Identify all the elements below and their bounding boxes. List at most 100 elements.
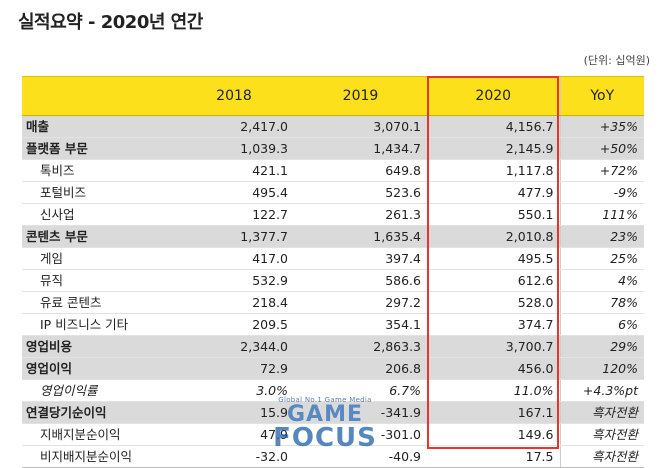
value-yoy: 25% <box>559 247 644 270</box>
row-label: 신사업 <box>22 203 174 226</box>
row-label: 영업이익 <box>22 357 174 380</box>
value-yoy: +35% <box>559 115 644 138</box>
row-label: 비지배지분순이익 <box>22 445 174 468</box>
value-2020: 456.0 <box>427 357 560 380</box>
value-yoy: 4% <box>559 269 644 292</box>
header-label-cell <box>22 76 174 116</box>
value-2020: 550.1 <box>427 203 560 226</box>
row-label: 영업이익률 <box>22 379 174 402</box>
value-yoy: 29% <box>559 335 644 358</box>
row-label: IP 비즈니스 기타 <box>22 313 174 336</box>
value-yoy: 23% <box>559 225 644 248</box>
table-row: 연결당기순이익 15.9 -341.9 167.1 흑자전환 <box>22 401 644 424</box>
value-2018: 218.4 <box>174 291 294 314</box>
value-2018: 2,344.0 <box>174 335 294 358</box>
value-2018: 495.4 <box>174 181 294 204</box>
unit-note: (단위: 십억원) <box>583 54 650 67</box>
value-2019: 6.7% <box>294 379 427 402</box>
value-yoy: 111% <box>559 203 644 226</box>
row-label: 매출 <box>22 115 174 138</box>
table-row: 영업이익률 3.0% 6.7% 11.0% +4.3%pt <box>22 379 644 402</box>
value-2019: 397.4 <box>294 247 427 270</box>
value-2018: 1,039.3 <box>174 137 294 160</box>
value-2018: 209.5 <box>174 313 294 336</box>
value-2020: 528.0 <box>427 291 560 314</box>
row-label: 톡비즈 <box>22 159 174 182</box>
table-row: IP 비즈니스 기타 209.5 354.1 374.7 6% <box>22 313 644 336</box>
value-2019: 1,635.4 <box>294 225 427 248</box>
value-2020: 1,117.8 <box>427 159 560 182</box>
table-row: 영업비용 2,344.0 2,863.3 3,700.7 29% <box>22 335 644 358</box>
table-row: 매출 2,417.0 3,070.1 4,156.7 +35% <box>22 115 644 138</box>
table-row: 비지배지분순이익 -32.0 -40.9 17.5 흑자전환 <box>22 445 644 468</box>
row-label: 콘텐츠 부문 <box>22 225 174 248</box>
table-row: 유료 콘텐츠 218.4 297.2 528.0 78% <box>22 291 644 314</box>
value-2018: 15.9 <box>174 401 294 424</box>
row-label: 포털비즈 <box>22 181 174 204</box>
header-2018: 2018 <box>174 76 294 116</box>
table-header-row: 2018 2019 2020 YoY <box>22 76 644 116</box>
value-2018: -32.0 <box>174 445 294 468</box>
row-label: 뮤직 <box>22 269 174 292</box>
financial-summary-table: 2018 2019 2020 YoY 매출 2,417.0 3,070.1 4,156… <box>22 76 644 468</box>
value-2020: 4,156.7 <box>427 115 560 138</box>
row-label: 영업비용 <box>22 335 174 358</box>
value-2018: 417.0 <box>174 247 294 270</box>
header-yoy: YoY <box>559 76 644 116</box>
page-title: 실적요약 - 2020년 연간 <box>18 12 203 33</box>
value-2018: 532.9 <box>174 269 294 292</box>
value-2018: 1,377.7 <box>174 225 294 248</box>
value-2020: 374.7 <box>427 313 560 336</box>
table-row: 지배지분순이익 47.9 -301.0 149.6 흑자전환 <box>22 423 644 446</box>
table-row: 게임 417.0 397.4 495.5 25% <box>22 247 644 270</box>
value-2019: 649.8 <box>294 159 427 182</box>
row-label: 유료 콘텐츠 <box>22 291 174 314</box>
value-2019: 2,863.3 <box>294 335 427 358</box>
value-2018: 122.7 <box>174 203 294 226</box>
value-2018: 2,417.0 <box>174 115 294 138</box>
value-2020: 167.1 <box>427 401 560 424</box>
value-2019: 354.1 <box>294 313 427 336</box>
table-row: 플랫폼 부문 1,039.3 1,434.7 2,145.9 +50% <box>22 137 644 160</box>
row-label: 연결당기순이익 <box>22 401 174 424</box>
value-yoy: 78% <box>559 291 644 314</box>
value-yoy: 흑자전환 <box>559 423 644 446</box>
value-2020: 2,010.8 <box>427 225 560 248</box>
value-2020: 11.0% <box>427 379 560 402</box>
value-2018: 47.9 <box>174 423 294 446</box>
table-row: 영업이익 72.9 206.8 456.0 120% <box>22 357 644 380</box>
value-2018: 421.1 <box>174 159 294 182</box>
value-2019: 523.6 <box>294 181 427 204</box>
row-label: 지배지분순이익 <box>22 423 174 446</box>
header-2019: 2019 <box>294 76 427 116</box>
table-row: 뮤직 532.9 586.6 612.6 4% <box>22 269 644 292</box>
value-yoy: +4.3%pt <box>559 379 644 402</box>
value-2019: -301.0 <box>294 423 427 446</box>
table-body: 매출 2,417.0 3,070.1 4,156.7 +35% 플랫폼 부문 1,039.3… <box>22 115 644 468</box>
table-row: 콘텐츠 부문 1,377.7 1,635.4 2,010.8 23% <box>22 225 644 248</box>
value-yoy: 흑자전환 <box>559 401 644 424</box>
value-yoy: 6% <box>559 313 644 336</box>
value-yoy: +72% <box>559 159 644 182</box>
value-2019: 297.2 <box>294 291 427 314</box>
header-2020: 2020 <box>427 76 560 116</box>
value-yoy: -9% <box>559 181 644 204</box>
value-2018: 3.0% <box>174 379 294 402</box>
table-row: 포털비즈 495.4 523.6 477.9 -9% <box>22 181 644 204</box>
value-2019: -341.9 <box>294 401 427 424</box>
value-2020: 477.9 <box>427 181 560 204</box>
value-2018: 72.9 <box>174 357 294 380</box>
value-2019: 1,434.7 <box>294 137 427 160</box>
row-label: 게임 <box>22 247 174 270</box>
value-2019: 206.8 <box>294 357 427 380</box>
value-2020: 2,145.9 <box>427 137 560 160</box>
row-label: 플랫폼 부문 <box>22 137 174 160</box>
value-2020: 495.5 <box>427 247 560 270</box>
value-2020: 149.6 <box>427 423 560 446</box>
value-2019: 586.6 <box>294 269 427 292</box>
value-2020: 3,700.7 <box>427 335 560 358</box>
value-yoy: 120% <box>559 357 644 380</box>
value-2020: 17.5 <box>427 445 560 468</box>
table-row: 신사업 122.7 261.3 550.1 111% <box>22 203 644 226</box>
value-yoy: 흑자전환 <box>559 445 644 468</box>
